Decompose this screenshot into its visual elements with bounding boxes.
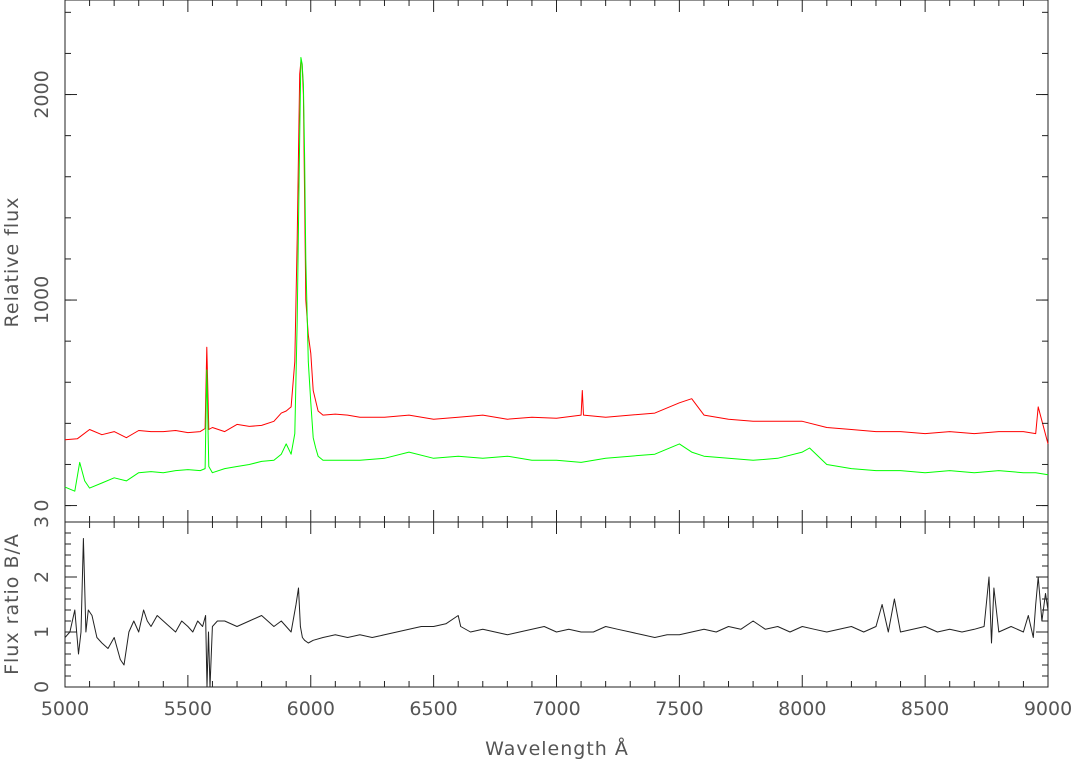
top-y-ticks: 0 1000 2000 <box>31 11 1048 512</box>
top-y-tick-label-1: 1000 <box>31 276 53 324</box>
x-axis-title: Wavelength Å <box>485 737 629 760</box>
top-panel-frame <box>64 0 1049 523</box>
x-tick-label-8: 9000 <box>1024 698 1072 720</box>
top-x-ticks <box>64 0 1049 522</box>
x-tick-label-1: 5500 <box>164 698 212 720</box>
top-series-line-1 <box>64 57 1049 492</box>
x-tick-label-4: 7000 <box>532 698 580 720</box>
x-tick-label-0: 5000 <box>41 698 89 720</box>
top-series-line-0 <box>64 61 1049 445</box>
bottom-y-tick-label-3: 3 <box>31 516 53 528</box>
x-tick-label-5: 7500 <box>655 698 703 720</box>
top-y-tick-label-2: 2000 <box>31 70 53 118</box>
bottom-x-ticks: 5000 5500 6000 6500 7000 7500 8000 8500 9000 <box>41 522 1072 720</box>
bottom-panel: 0 1 2 3 5000 5500 6000 6500 7000 7500 8000 8500 900… <box>31 516 1072 720</box>
bottom-y-tick-label-2: 2 <box>31 571 53 583</box>
top-panel: 0 1000 2000 <box>31 0 1049 523</box>
bottom-y-ticks: 0 1 2 3 <box>31 516 1048 693</box>
bottom-y-tick-label-0: 0 <box>31 681 53 693</box>
bottom-y-axis-title: Flux ratio B/A <box>1 533 23 675</box>
bottom-series-line-0 <box>64 538 1049 688</box>
x-tick-label-6: 8000 <box>778 698 826 720</box>
x-tick-label-7: 8500 <box>901 698 949 720</box>
top-y-tick-label-0: 0 <box>31 500 53 512</box>
bottom-y-tick-label-1: 1 <box>31 626 53 638</box>
bottom-series-group <box>64 538 1049 688</box>
bottom-panel-frame <box>64 521 1049 688</box>
x-tick-label-3: 6500 <box>409 698 457 720</box>
top-series-group <box>64 57 1049 492</box>
x-tick-label-2: 6000 <box>287 698 335 720</box>
top-y-axis-title: Relative flux <box>1 197 23 328</box>
